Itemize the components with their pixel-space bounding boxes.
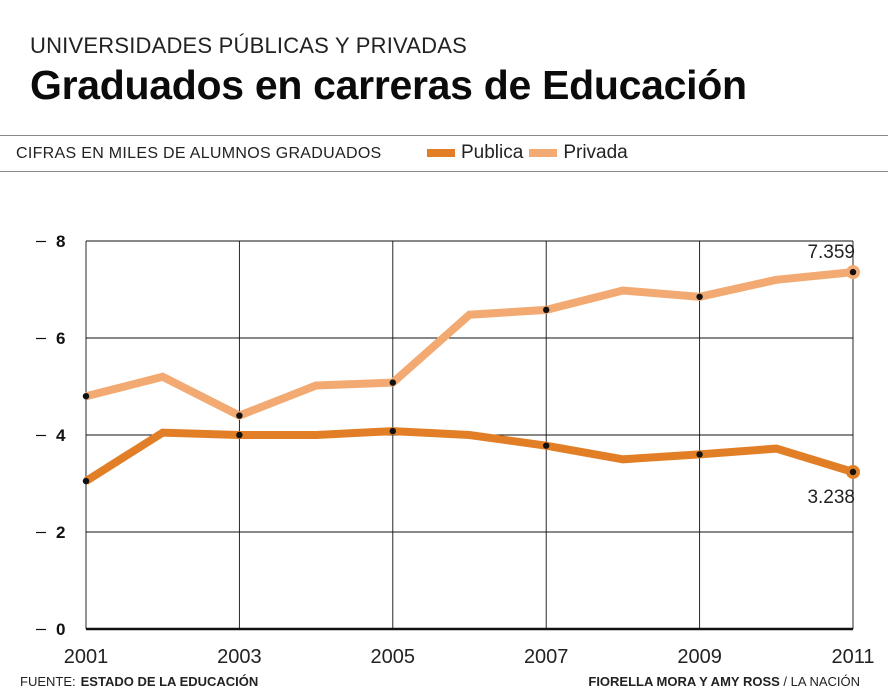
x-tick-label-2003: 2003 <box>217 646 262 668</box>
data-point-publica-2005 <box>389 427 396 435</box>
series-line-privada <box>85 268 854 420</box>
x-tick-label-2009: 2009 <box>677 646 722 668</box>
credit-authors: FIORELLA MORA Y AMY ROSS <box>588 674 780 689</box>
data-point-publica-2011 <box>849 468 857 476</box>
credit-note: FIORELLA MORA Y AMY ROSS / LA NACIÓN <box>588 674 860 689</box>
data-point-publica-2003 <box>236 431 243 439</box>
header-divider-bottom <box>0 171 888 172</box>
legend: Publica Privada <box>427 142 628 164</box>
chart-kicker: UNIVERSIDADES PÚBLICAS Y PRIVADAS <box>30 33 467 58</box>
y-tick-label-0: 0 <box>56 620 65 639</box>
data-point-publica-2009 <box>696 451 703 458</box>
legend-label-publica: Publica <box>461 142 524 163</box>
credit-outlet: / LA NACIÓN <box>783 674 860 689</box>
y-tick-label-4: 4 <box>56 426 66 445</box>
y-tick-label-8: 8 <box>56 232 65 251</box>
legend-swatch-publica <box>427 149 455 157</box>
data-point-publica-2001 <box>82 477 90 485</box>
chart-title: Graduados en carreras de Educación <box>30 62 747 108</box>
data-point-privada-2009 <box>696 293 703 300</box>
source-note: FUENTE: ESTADO DE LA EDUCACIÓN <box>20 674 258 689</box>
source-name: ESTADO DE LA EDUCACIÓN <box>80 674 259 689</box>
x-tick-label-2005: 2005 <box>371 646 416 668</box>
data-point-publica-2007 <box>543 442 550 449</box>
data-point-privada-2001 <box>82 393 90 400</box>
data-point-privada-2007 <box>543 306 550 314</box>
y-tick-label-6: 6 <box>56 329 65 348</box>
legend-item-publica: Publica <box>427 142 523 164</box>
data-point-privada-2005 <box>389 379 396 386</box>
legend-swatch-privada <box>529 149 558 157</box>
end-label-privada: 7.359 <box>807 242 855 263</box>
legend-item-privada: Privada <box>529 142 628 164</box>
end-label-publica: 3.238 <box>807 487 855 508</box>
x-tick-label-2011: 2011 <box>831 646 874 668</box>
x-tick-label-2001: 2001 <box>64 646 109 668</box>
source-label: FUENTE: <box>20 674 76 689</box>
y-tick-label-2: 2 <box>56 523 65 542</box>
legend-label-privada: Privada <box>563 142 628 163</box>
chart-subtitle: CIFRAS EN MILES DE ALUMNOS GRADUADOS <box>16 145 382 162</box>
series-line-publica <box>83 427 855 485</box>
data-point-privada-2011 <box>849 268 857 276</box>
x-tick-label-2007: 2007 <box>524 646 569 668</box>
data-point-privada-2003 <box>236 412 243 419</box>
header-divider-top <box>0 135 888 136</box>
